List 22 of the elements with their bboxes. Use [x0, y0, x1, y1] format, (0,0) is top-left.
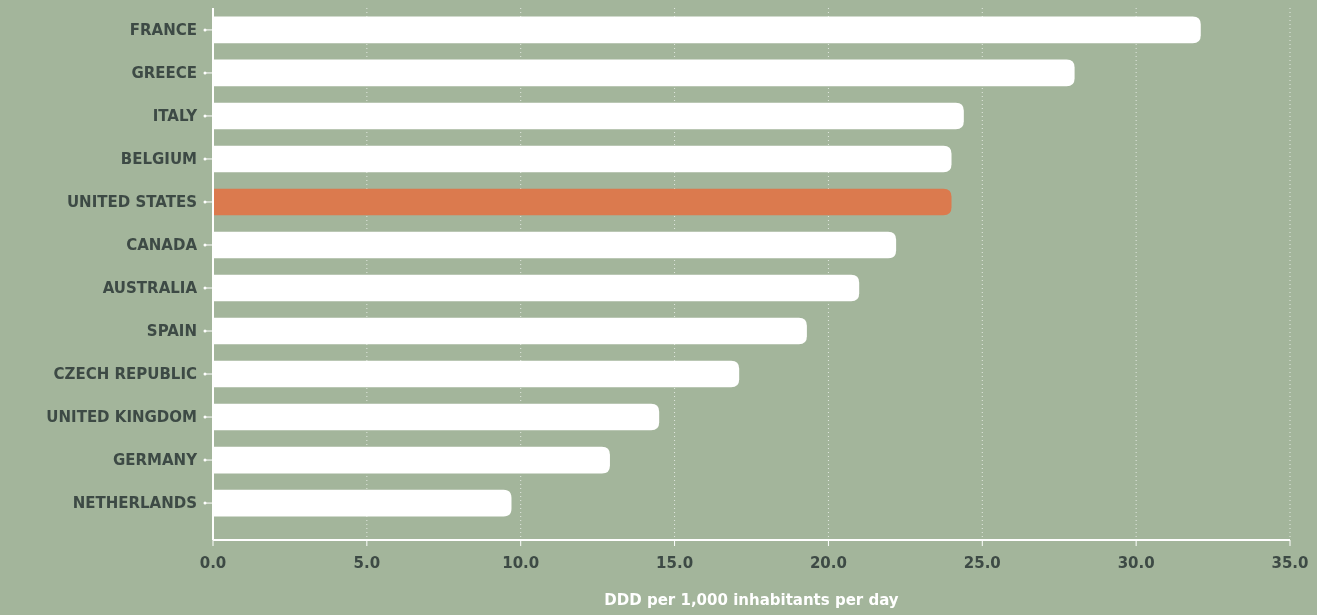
x-tick-label: 10.0: [502, 554, 540, 572]
x-tick-label: 5.0: [353, 554, 381, 572]
y-tick-label: CANADA: [126, 236, 198, 255]
y-tick-label: AUSTRALIA: [102, 279, 198, 298]
x-axis-title: DDD per 1,000 inhabitants per day: [604, 591, 899, 609]
y-tick-label: ITALY: [152, 107, 199, 126]
y-tick-label: GERMANY: [112, 451, 199, 470]
x-tick-label: 20.0: [809, 554, 847, 572]
x-tick-label: 15.0: [656, 554, 694, 572]
y-tick-label: CZECH REPUBLIC: [53, 365, 197, 384]
x-tick-label: 35.0: [1271, 554, 1309, 572]
x-tick-label: 25.0: [963, 554, 1001, 572]
y-tick-label: GREECE: [131, 64, 197, 83]
y-tick-label: UNITED KINGDOM: [46, 408, 197, 427]
x-tick-label: 0.0: [199, 554, 227, 572]
x-tick-label: 30.0: [1117, 554, 1155, 572]
bar: [213, 188, 952, 216]
y-tick-label: FRANCE: [129, 21, 197, 40]
y-tick-label: UNITED STATES: [66, 193, 197, 212]
y-tick-label: BELGIUM: [120, 150, 197, 169]
y-tick-label: NETHERLANDS: [72, 494, 197, 513]
y-tick-label: SPAIN: [146, 322, 197, 341]
